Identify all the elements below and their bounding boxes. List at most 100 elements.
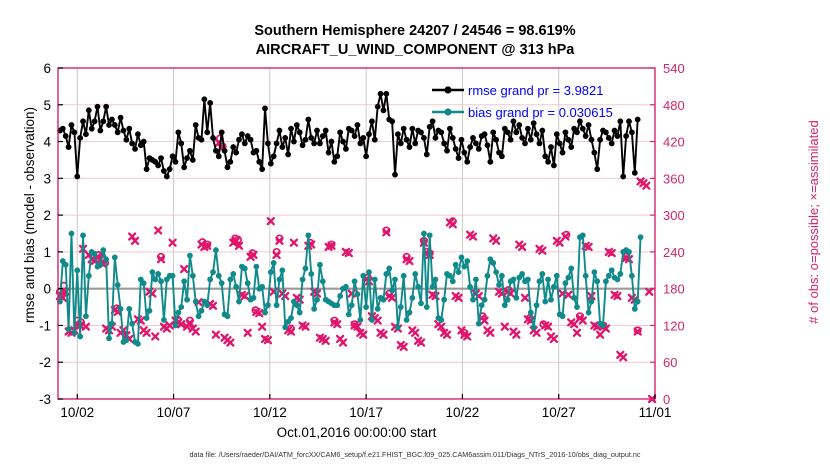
series-point-bias — [571, 294, 578, 301]
series-point-rmse — [470, 134, 476, 141]
obs-assimilated-point — [379, 330, 388, 339]
obs-assimilated-point — [275, 236, 284, 246]
page-title: Southern Hemisphere 24207 / 24546 = 98.6… — [0, 22, 830, 60]
y-tick-label-left: -1 — [39, 318, 51, 333]
series-point-bias — [608, 267, 615, 274]
series-point-bias — [383, 271, 390, 277]
obs-assimilated-point — [286, 327, 296, 336]
obs-assimilated-point — [561, 232, 570, 241]
series-point-rmse — [354, 122, 361, 128]
series-point-rmse — [441, 140, 448, 147]
series-point-rmse — [218, 129, 225, 136]
series-point-rmse — [406, 144, 413, 150]
series-point-rmse — [568, 144, 575, 150]
series-point-bias — [311, 305, 318, 312]
obs-assimilated-point — [578, 316, 587, 325]
series-point-bias — [441, 296, 448, 303]
series-point-rmse — [80, 118, 86, 125]
series-point-rmse — [426, 123, 433, 130]
series-point-bias — [100, 247, 107, 253]
series-point-bias — [172, 322, 179, 329]
series-point-bias — [360, 272, 367, 279]
series-point-bias — [319, 278, 326, 285]
series-point-rmse — [519, 134, 526, 141]
series-point-bias — [536, 278, 543, 285]
series-point-rmse — [302, 136, 309, 143]
series-point-rmse — [602, 129, 609, 136]
y-tick-label-right: 120 — [663, 318, 685, 333]
obs-assimilated-point — [564, 290, 573, 299]
series-point-bias — [184, 296, 190, 303]
series-point-bias — [366, 269, 372, 276]
series-point-rmse — [204, 129, 211, 136]
series-point-bias — [143, 315, 150, 321]
series-point-rmse — [403, 136, 410, 143]
series-point-bias — [602, 278, 609, 285]
obs-assimilated-point — [387, 293, 397, 303]
series-point-rmse — [192, 122, 199, 128]
series-point-bias — [129, 320, 136, 327]
series-point-bias — [472, 276, 479, 283]
series-point-rmse — [608, 140, 615, 147]
series-point-bias — [464, 258, 471, 264]
series-point-bias — [626, 248, 632, 255]
y-tick-label-right: 360 — [663, 171, 685, 186]
obs-assimilated-point — [448, 220, 457, 229]
obs-assimilated-point — [240, 291, 249, 301]
obs-assimilated-point — [266, 217, 275, 226]
series-point-bias — [542, 298, 549, 305]
obs-possible-point — [203, 240, 212, 249]
series-point-rmse — [129, 140, 136, 147]
series-point-rmse — [363, 153, 370, 160]
series-point-rmse — [530, 120, 537, 127]
series-point-rmse — [328, 138, 335, 145]
obs-assimilated-point — [555, 238, 564, 247]
series-point-rmse — [634, 116, 641, 123]
legend-label: rmse grand pr = 3.9821 — [468, 83, 604, 98]
series-bias — [57, 230, 644, 347]
series-point-bias — [600, 322, 606, 329]
series-point-rmse — [201, 96, 208, 103]
series-point-bias — [317, 261, 323, 268]
y-tick-label-right: 60 — [663, 355, 677, 370]
series-point-bias — [415, 283, 422, 290]
obs-assimilated-point — [338, 338, 348, 347]
series-point-bias — [192, 298, 199, 305]
series-rmse — [57, 90, 641, 180]
series-point-rmse — [553, 131, 560, 138]
series-point-bias — [114, 282, 121, 288]
obs-assimilated-point — [257, 322, 267, 331]
series-point-bias — [155, 271, 162, 277]
series-point-bias — [123, 337, 130, 344]
series-point-rmse — [536, 140, 543, 147]
series-point-rmse — [559, 149, 566, 156]
series-point-rmse — [88, 125, 95, 132]
series-point-rmse — [475, 146, 482, 152]
series-point-bias — [403, 317, 410, 323]
obs-assimilated-point — [645, 287, 654, 296]
series-point-rmse — [487, 158, 494, 165]
y-tick-label-right: 540 — [663, 61, 685, 76]
series-point-rmse — [74, 173, 81, 180]
obs-possible-point — [350, 320, 359, 329]
y-tick-label-left: 6 — [43, 61, 51, 76]
series-point-bias — [227, 276, 234, 283]
obs-assimilated-point — [81, 322, 91, 331]
series-point-bias — [545, 276, 552, 283]
series-point-rmse — [412, 140, 419, 147]
series-point-rmse — [91, 118, 98, 125]
series-point-rmse — [507, 136, 514, 143]
x-tick-label: 10/17 — [349, 405, 383, 420]
obs-assimilated-point — [613, 291, 622, 301]
series-point-bias — [412, 271, 419, 277]
series-point-rmse — [143, 166, 150, 173]
series-point-rmse — [527, 136, 534, 143]
series-point-rmse — [397, 140, 404, 147]
series-point-bias — [215, 272, 222, 279]
series-point-bias — [149, 269, 156, 276]
y-tick-label-right: 240 — [663, 245, 685, 260]
series-point-bias — [178, 304, 185, 310]
series-point-bias — [582, 272, 589, 279]
series-point-rmse — [83, 131, 89, 138]
